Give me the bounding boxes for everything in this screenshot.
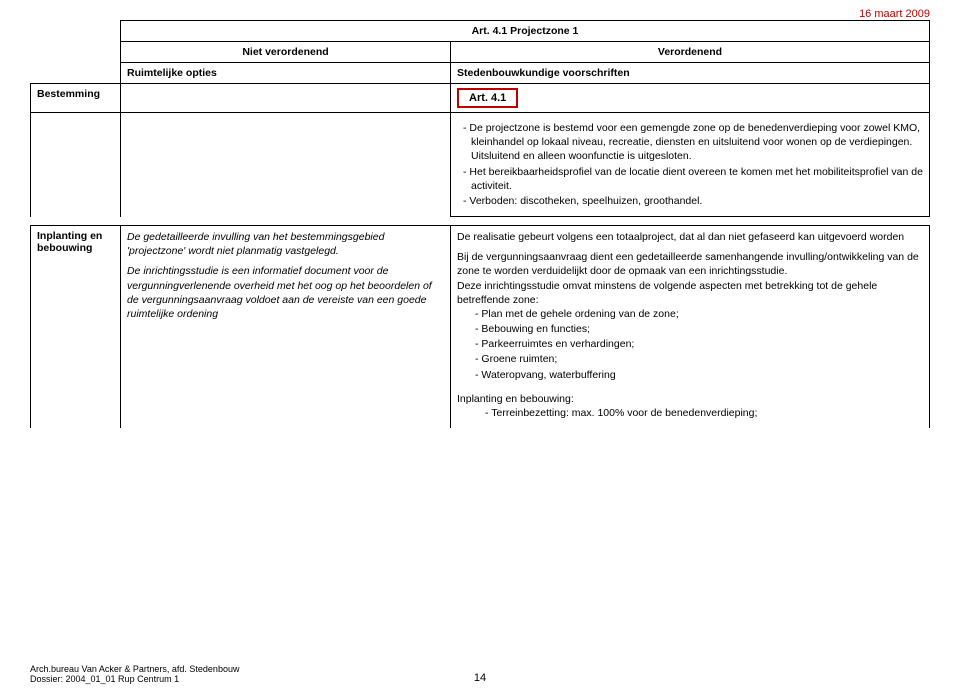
inplanting-right-p3: Deze inrichtingsstudie omvat minstens de… — [457, 279, 923, 307]
bestemming-point: Het bereikbaarheidsprofiel van de locati… — [463, 165, 923, 193]
row-label-bestemming: Bestemming — [31, 84, 121, 113]
document-date: 16 maart 2009 — [859, 8, 930, 20]
inplanting-right-p1: De realisatie gebeurt volgens een totaal… — [457, 230, 923, 244]
inplanting-right-item: Groene ruimten; — [475, 352, 923, 366]
bestemming-point: Verboden: discotheken, speelhuizen, groo… — [463, 194, 923, 208]
bestemming-point: De projectzone is bestemd voor een gemen… — [463, 121, 923, 164]
row-label-inplanting: Inplanting en bebouwing — [31, 226, 121, 429]
inplanting-right-p2: Bij de vergunningsaanvraag dient een ged… — [457, 250, 923, 278]
main-table: Art. 4.1 Projectzone 1 Niet verordenend … — [30, 20, 930, 428]
inplanting-right-list: Plan met de gehele ordening van de zone;… — [457, 307, 923, 382]
inplanting-left-p1: De gedetailleerde invulling van het best… — [127, 230, 444, 258]
inplanting-right-item: Parkeerruimtes en verhardingen; — [475, 337, 923, 351]
article-title: Art. 4.1 Projectzone 1 — [121, 21, 930, 42]
inplanting-right-item: Bebouwing en functies; — [475, 322, 923, 336]
inplanting-left-p2: De inrichtingsstudie is een informatief … — [127, 264, 444, 321]
column-header-voorschriften: Stedenbouwkundige voorschriften — [451, 63, 930, 84]
inplanting-right-item: Plan met de gehele ordening van de zone; — [475, 307, 923, 321]
inplanting-right-item: Wateropvang, waterbuffering — [475, 368, 923, 382]
page-footer: Arch.bureau Van Acker & Partners, afd. S… — [30, 664, 930, 684]
bestemming-points: De projectzone is bestemd voor een gemen… — [457, 121, 923, 208]
column-header-niet: Niet verordenend — [121, 42, 451, 63]
page-number: 14 — [474, 672, 486, 684]
inplanting-sub-list: Terreinbezetting: max. 100% voor de bene… — [457, 406, 923, 420]
article-ref-box: Art. 4.1 — [457, 88, 518, 108]
column-header-verordenend: Verordenend — [451, 42, 930, 63]
column-header-opties: Ruimtelijke opties — [121, 63, 451, 84]
inplanting-sub-item: Terreinbezetting: max. 100% voor de bene… — [485, 406, 923, 420]
inplanting-subheading: Inplanting en bebouwing: — [457, 392, 923, 406]
